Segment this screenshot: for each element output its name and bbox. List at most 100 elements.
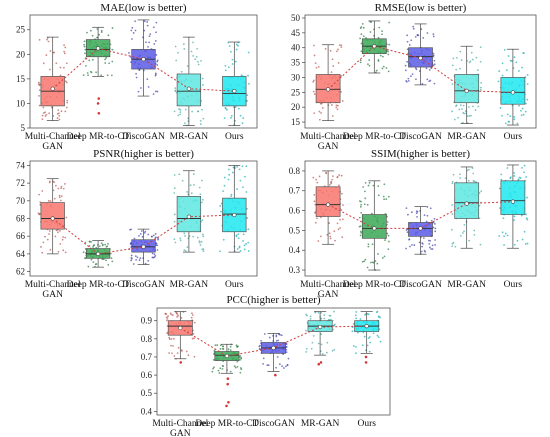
data-point <box>377 336 380 339</box>
data-point <box>526 196 528 199</box>
mean-marker <box>510 90 516 95</box>
data-point <box>192 235 195 238</box>
data-point <box>323 317 326 320</box>
data-point <box>182 43 185 45</box>
panel-4: SSIM(higher is better) 0.3 0.4 0.5 0.6 0.7 0.8… <box>289 148 537 300</box>
data-point <box>217 369 220 372</box>
data-point <box>501 62 504 65</box>
data-point <box>367 63 369 66</box>
data-point <box>524 243 527 245</box>
chart-title: RMSE(low is better) <box>375 2 467 14</box>
data-point <box>201 219 204 222</box>
data-point <box>333 324 335 327</box>
data-point <box>45 54 48 56</box>
data-point <box>201 108 203 111</box>
data-point <box>521 107 524 110</box>
data-point <box>38 104 41 107</box>
y-tick-label: 0.6 <box>289 206 301 216</box>
data-point <box>55 184 57 187</box>
data-point <box>174 89 177 92</box>
data-point <box>314 211 316 214</box>
data-point <box>227 66 230 69</box>
data-point <box>109 252 112 255</box>
data-point <box>64 80 67 83</box>
data-point <box>377 253 379 255</box>
data-point <box>340 75 343 77</box>
data-point <box>355 317 358 320</box>
data-point <box>175 312 178 315</box>
data-point <box>454 245 457 248</box>
data-point <box>451 245 454 248</box>
data-point <box>388 240 390 243</box>
data-point <box>173 174 176 176</box>
data-point <box>370 261 372 264</box>
mean-marker <box>141 244 146 249</box>
data-point <box>337 62 340 64</box>
data-point <box>365 37 367 39</box>
data-point <box>526 98 529 101</box>
data-point <box>170 338 173 340</box>
data-point <box>423 249 426 252</box>
data-point <box>340 174 343 177</box>
data-point <box>317 66 320 68</box>
data-point <box>200 240 203 243</box>
data-point <box>513 243 516 246</box>
data-point <box>165 319 168 322</box>
data-point <box>480 88 482 91</box>
data-point <box>412 27 415 30</box>
data-point <box>342 218 344 221</box>
data-point <box>38 89 41 92</box>
data-point <box>131 26 134 29</box>
data-point <box>174 241 177 244</box>
x-tick-label: Multi-Channel <box>25 132 81 142</box>
data-point <box>513 219 515 222</box>
data-point <box>359 205 362 208</box>
data-point <box>173 220 176 223</box>
data-point <box>202 117 205 120</box>
data-point <box>143 20 146 23</box>
outlier-point <box>227 401 230 404</box>
data-point <box>262 357 265 360</box>
mean-trend-line <box>52 214 235 255</box>
y-tick-label: 68 <box>16 214 26 224</box>
data-point <box>516 239 519 242</box>
data-point <box>386 232 389 235</box>
data-point <box>64 236 67 239</box>
data-point <box>236 188 239 191</box>
data-point <box>305 351 308 353</box>
data-point <box>381 30 383 33</box>
x-tick-label: Ours <box>225 280 244 290</box>
data-point <box>360 33 363 36</box>
mean-marker <box>271 345 276 350</box>
data-point <box>108 62 111 65</box>
chart-title: PSNR(higher is better) <box>93 148 194 160</box>
data-point <box>143 231 146 234</box>
data-point <box>200 59 202 62</box>
y-tick-label: 35 <box>291 58 301 68</box>
data-point <box>310 347 313 350</box>
mean-marker <box>464 88 469 93</box>
x-tick-label: DiscoGAN <box>399 280 442 290</box>
data-point <box>320 112 322 114</box>
data-point <box>376 262 379 265</box>
x-tick-label: MR-GAN <box>301 419 340 429</box>
data-point <box>341 100 344 102</box>
data-point <box>173 110 176 113</box>
x-tick-label: Multi-Channel <box>300 280 356 290</box>
data-point <box>177 315 180 317</box>
data-point <box>153 43 156 45</box>
x-tick-label: Deep MR-to-CT <box>195 419 258 429</box>
data-point <box>406 34 409 37</box>
data-point <box>53 197 56 200</box>
data-point <box>229 349 232 352</box>
data-point <box>179 237 182 240</box>
data-point <box>90 258 93 261</box>
data-point <box>220 210 222 213</box>
data-point <box>425 220 428 223</box>
data-point <box>212 367 214 370</box>
data-point <box>506 113 509 116</box>
data-point <box>468 106 470 108</box>
data-point <box>41 251 44 254</box>
data-point <box>420 250 423 253</box>
data-point <box>222 190 225 193</box>
